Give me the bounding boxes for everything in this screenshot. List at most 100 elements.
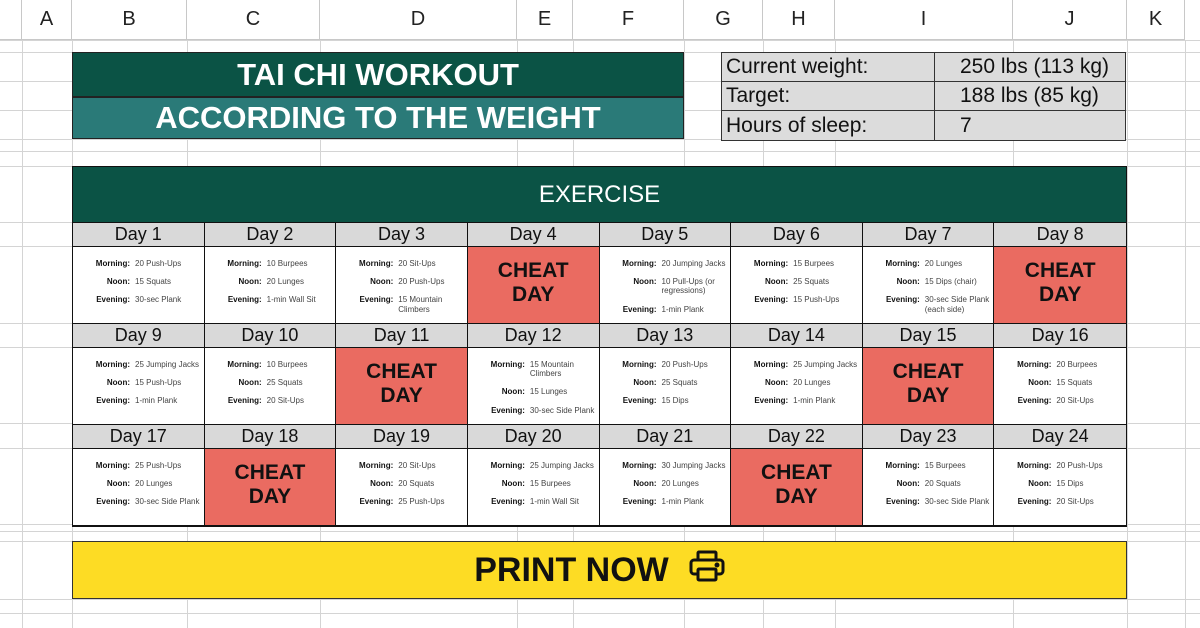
day-exercise-cell[interactable]: Morning: 25 Jumping Jacks Noon: 15 Push-Ups… xyxy=(73,348,205,425)
print-now-label: PRINT NOW xyxy=(474,550,669,589)
evening-row: Evening: 1-min Wall Sit xyxy=(472,497,595,506)
morning-label: Morning: xyxy=(885,259,920,268)
evening-label: Evening: xyxy=(1017,497,1052,507)
evening-exercise: 1-min Wall Sit xyxy=(266,295,316,305)
column-header-f[interactable]: F xyxy=(573,0,684,40)
day-label: Day 9 xyxy=(73,324,205,348)
noon-label: Noon: xyxy=(765,378,789,388)
day-label: Day 5 xyxy=(599,223,732,247)
column-header-a[interactable]: A xyxy=(22,0,72,40)
evening-exercise: 15 Mountain Climbers xyxy=(398,295,443,314)
day-label: Day 19 xyxy=(336,425,468,449)
noon-label: Noon: xyxy=(765,277,789,287)
stat-value[interactable]: 250 lbs (113 kg) xyxy=(960,55,1110,78)
column-header-g[interactable]: G xyxy=(684,0,763,40)
morning-exercise: 20 Burpees xyxy=(1056,360,1098,369)
grid-col-line xyxy=(1185,40,1186,628)
noon-exercise: 15 Dips (chair) xyxy=(924,277,977,287)
morning-exercise: 20 Jumping Jacks xyxy=(661,259,726,268)
morning-exercise: 25 Jumping Jacks xyxy=(135,360,200,369)
evening-exercise: 30-sec Side Plank xyxy=(529,405,595,415)
stat-value[interactable]: 188 lbs (85 kg) xyxy=(960,84,1099,107)
cheat-day-cell[interactable]: CHEAT DAY xyxy=(204,449,337,526)
day-label: Day 23 xyxy=(862,425,995,449)
evening-row: Evening: 20 Sit-Ups xyxy=(998,396,1122,405)
day-label: Day 12 xyxy=(467,324,600,348)
grid-row-line xyxy=(0,613,1200,614)
cheat-day-cell[interactable]: CHEAT DAY xyxy=(862,348,995,425)
day-exercise-cell[interactable]: Morning: 20 Jumping Jacks Noon: 10 Pull-Ups… xyxy=(599,247,732,324)
morning-row: Morning: 25 Jumping Jacks xyxy=(472,461,595,470)
column-header-e[interactable]: E xyxy=(517,0,573,40)
day-exercise-cell[interactable]: Morning: 20 Sit-Ups Noon: 20 Push-Ups Evenin… xyxy=(336,247,468,324)
morning-row: Morning: 15 Mountain Climbers xyxy=(472,360,595,378)
day-exercise-cell[interactable]: Morning: 15 Burpees Noon: 20 Squats Evening:… xyxy=(862,449,995,526)
grid-col-line xyxy=(22,40,23,628)
evening-row: Evening: 30-sec Side Plank xyxy=(77,497,200,506)
evening-label: Evening: xyxy=(622,396,657,406)
stat-label: Hours of sleep: xyxy=(722,111,935,140)
column-header-i[interactable]: I xyxy=(835,0,1013,40)
day-exercise-cell[interactable]: Morning: 20 Sit-Ups Noon: 20 Squats Evening:… xyxy=(336,449,468,526)
noon-exercise: 15 Burpees xyxy=(529,479,571,489)
stat-row-sleep: Hours of sleep: 7 xyxy=(722,111,1125,140)
noon-exercise: 15 Squats xyxy=(1056,378,1093,388)
day-exercise-cell[interactable]: Morning: 10 Burpees Noon: 20 Lunges Evening:… xyxy=(204,247,337,324)
cheat-day-cell[interactable]: CHEAT DAY xyxy=(994,247,1126,324)
day-label: Day 4 xyxy=(467,223,600,247)
day-label: Day 18 xyxy=(204,425,337,449)
print-now-button[interactable]: PRINT NOW xyxy=(72,541,1127,599)
evening-row: Evening: 30-sec Side Plank xyxy=(472,406,595,415)
evening-label: Evening: xyxy=(754,396,789,406)
morning-exercise: 30 Jumping Jacks xyxy=(661,461,726,470)
day-exercise-cell[interactable]: Morning: 20 Burpees Noon: 15 Squats Evening:… xyxy=(994,348,1126,425)
stat-value[interactable]: 7 xyxy=(960,113,972,137)
noon-exercise: 20 Lunges xyxy=(266,277,304,287)
column-header-k[interactable]: K xyxy=(1127,0,1185,40)
day-exercise-cell[interactable]: Morning: 15 Mountain Climbers Noon: 15 Lung… xyxy=(467,348,600,425)
cheat-day-cell[interactable]: CHEAT DAY xyxy=(336,348,468,425)
title-line-2: ACCORDING TO THE WEIGHT xyxy=(72,97,684,139)
day-exercise-cell[interactable]: Morning: 15 Burpees Noon: 25 Squats Evening:… xyxy=(731,247,863,324)
column-header-d[interactable]: D xyxy=(320,0,517,40)
day-exercise-cell[interactable]: Morning: 25 Jumping Jacks Noon: 15 Burpees E… xyxy=(467,449,600,526)
noon-row: Noon: 20 Push-Ups xyxy=(340,277,463,286)
noon-row: Noon: 20 Lunges xyxy=(209,277,332,286)
day-label: Day 16 xyxy=(994,324,1126,348)
morning-row: Morning: 20 Push-Ups xyxy=(604,360,727,369)
grid-row-line xyxy=(0,40,1200,41)
cheat-day-cell[interactable]: CHEAT DAY xyxy=(731,449,863,526)
select-all-corner[interactable] xyxy=(0,0,22,40)
day-exercise-cell[interactable]: Morning: 25 Push-Ups Noon: 20 Lunges Evening… xyxy=(73,449,205,526)
day-label: Day 2 xyxy=(204,223,337,247)
day-exercise-cell[interactable]: Morning: 20 Push-Ups Noon: 15 Dips Evening: 2… xyxy=(994,449,1126,526)
evening-exercise: 20 Sit-Ups xyxy=(1056,497,1094,507)
day-exercise-cell[interactable]: Morning: 20 Push-Ups Noon: 15 Squats Evening… xyxy=(73,247,205,324)
morning-label: Morning: xyxy=(359,259,394,268)
morning-exercise: 15 Burpees xyxy=(793,259,835,268)
day-exercise-cell[interactable]: Morning: 10 Burpees Noon: 25 Squats Evening:… xyxy=(204,348,337,425)
noon-exercise: 20 Push-Ups xyxy=(398,277,445,287)
evening-label: Evening: xyxy=(96,396,130,406)
noon-exercise: 15 Dips xyxy=(1056,479,1084,489)
morning-exercise: 15 Mountain Climbers xyxy=(529,360,574,379)
evening-row: Evening: 30-sec Side Plank (each side) xyxy=(867,295,990,313)
grid-row-line xyxy=(0,139,1200,140)
stats-table: Current weight: 250 lbs (113 kg) Target:… xyxy=(721,52,1126,141)
noon-label: Noon: xyxy=(896,277,920,287)
day-exercise-cell[interactable]: Morning: 20 Push-Ups Noon: 25 Squats Evening… xyxy=(599,348,732,425)
column-header-c[interactable]: C xyxy=(187,0,320,40)
cheat-day-cell[interactable]: CHEAT DAY xyxy=(467,247,600,324)
column-header-h[interactable]: H xyxy=(763,0,835,40)
noon-label: Noon: xyxy=(633,479,657,489)
morning-row: Morning: 20 Push-Ups xyxy=(998,461,1122,470)
morning-label: Morning: xyxy=(1017,461,1052,470)
column-header-j[interactable]: J xyxy=(1013,0,1127,40)
day-exercise-cell[interactable]: Morning: 30 Jumping Jacks Noon: 20 Lunges Ev… xyxy=(599,449,732,526)
morning-exercise: 15 Burpees xyxy=(924,461,966,470)
exercise-header: EXERCISE xyxy=(73,167,1126,223)
day-exercise-cell[interactable]: Morning: 25 Jumping Jacks Noon: 20 Lunges Ev… xyxy=(731,348,863,425)
day-exercise-cell[interactable]: Morning: 20 Lunges Noon: 15 Dips (chair) Eve… xyxy=(862,247,995,324)
column-header-b[interactable]: B xyxy=(72,0,187,40)
morning-exercise: 20 Lunges xyxy=(924,259,963,268)
